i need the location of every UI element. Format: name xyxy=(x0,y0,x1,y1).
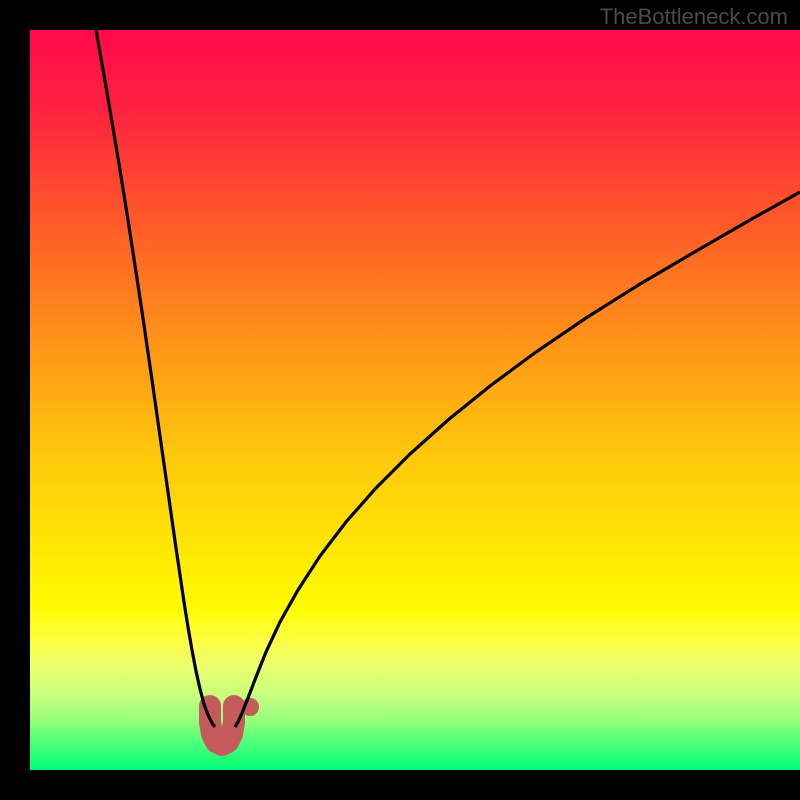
gradient-background xyxy=(30,30,800,770)
plot-svg xyxy=(30,30,800,770)
figure-root: { "watermark": { "text": "TheBottleneck.… xyxy=(0,0,800,800)
watermark-text: TheBottleneck.com xyxy=(600,4,788,30)
plot-area xyxy=(30,30,800,770)
